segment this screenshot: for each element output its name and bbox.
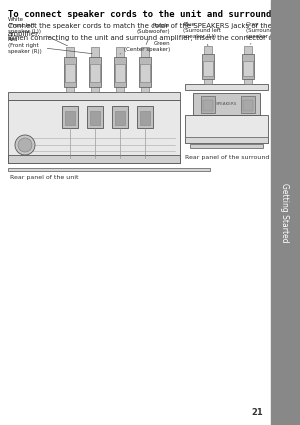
- Bar: [140, 111, 150, 125]
- Bar: [242, 54, 254, 79]
- Text: Connect the speaker cords to match the color of the SPEAKERS jacks of the unit a: Connect the speaker cords to match the c…: [8, 23, 300, 37]
- Bar: [185, 115, 268, 143]
- Circle shape: [18, 138, 32, 152]
- Text: Green
(Center speaker): Green (Center speaker): [120, 41, 170, 54]
- Text: When connecting to the unit and surround amplifier, insert the connector until i: When connecting to the unit and surround…: [8, 35, 300, 41]
- Text: White
(Front left
speaker (L)): White (Front left speaker (L)): [8, 17, 68, 46]
- Text: Rear panel of the unit: Rear panel of the unit: [10, 175, 79, 180]
- Bar: [66, 47, 74, 92]
- Bar: [137, 106, 153, 128]
- Text: Rear panel of the surround amplifier: Rear panel of the surround amplifier: [185, 155, 299, 160]
- Circle shape: [15, 135, 35, 155]
- Bar: [140, 64, 150, 82]
- Bar: [90, 111, 100, 125]
- Bar: [115, 64, 125, 82]
- Bar: [65, 64, 75, 82]
- Bar: [87, 106, 103, 128]
- Text: To connect speaker cords to the unit and surround amplifier: To connect speaker cords to the unit and…: [8, 10, 300, 19]
- Bar: [8, 92, 180, 100]
- Bar: [203, 61, 213, 76]
- Text: Red
(Front right
speaker (R)): Red (Front right speaker (R)): [8, 37, 92, 54]
- Bar: [89, 57, 101, 87]
- Text: Gray
(Surround right
speaker (R)): Gray (Surround right speaker (R)): [246, 23, 288, 44]
- Bar: [201, 96, 215, 113]
- Bar: [64, 57, 76, 87]
- Bar: [243, 61, 253, 76]
- Bar: [115, 111, 125, 125]
- Bar: [116, 47, 124, 92]
- Bar: [244, 46, 252, 84]
- Text: SPEAKERS: SPEAKERS: [216, 102, 237, 106]
- Bar: [241, 96, 255, 113]
- Text: 21: 21: [251, 408, 263, 417]
- Bar: [112, 106, 128, 128]
- Bar: [62, 106, 78, 128]
- Bar: [271, 0, 300, 425]
- Bar: [141, 47, 149, 92]
- Bar: [203, 100, 213, 111]
- Bar: [114, 57, 126, 87]
- Bar: [8, 168, 210, 171]
- Bar: [190, 144, 263, 148]
- Bar: [204, 46, 212, 84]
- Text: Blue
(Surround left
speaker (L)): Blue (Surround left speaker (L)): [183, 23, 221, 46]
- Bar: [8, 155, 180, 163]
- Bar: [8, 100, 180, 163]
- Bar: [243, 100, 253, 111]
- Bar: [65, 111, 75, 125]
- Bar: [193, 93, 260, 115]
- Bar: [185, 137, 268, 143]
- Bar: [91, 47, 99, 92]
- Bar: [202, 54, 214, 79]
- Text: Purple
(Subwoofer): Purple (Subwoofer): [136, 23, 170, 45]
- Text: Getting Started: Getting Started: [280, 183, 290, 243]
- Bar: [185, 84, 268, 90]
- Bar: [139, 57, 151, 87]
- Bar: [90, 64, 100, 82]
